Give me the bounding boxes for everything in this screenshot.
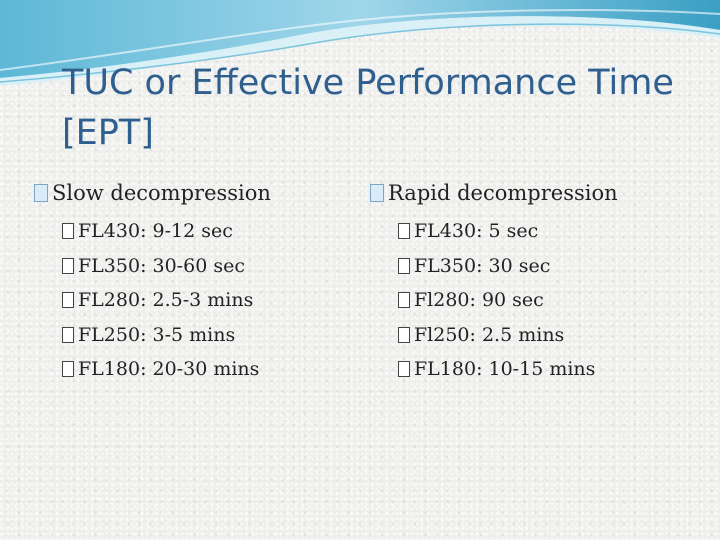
- rapid-decompression-heading: Rapid decompression: [370, 178, 618, 208]
- list-item: Fl250: 2.5 mins: [398, 318, 618, 353]
- bullet-icon: [398, 292, 410, 308]
- bullet-icon: [62, 223, 74, 239]
- list-item: FL180: 20-30 mins: [62, 352, 271, 387]
- rapid-decompression-column: Rapid decompression FL430: 5 sec FL350: …: [370, 178, 618, 387]
- bullet-icon: [398, 361, 410, 377]
- list-item: Fl280: 90 sec: [398, 283, 618, 318]
- slide-title: TUC or Effective Performance Time [EPT]: [62, 63, 674, 153]
- bullet-icon: [62, 257, 74, 274]
- bullet-icon: [34, 184, 48, 202]
- list-item: FL350: 30-60 sec: [62, 249, 271, 284]
- bullet-icon: [62, 292, 74, 308]
- slow-decompression-heading: Slow decompression: [34, 178, 271, 208]
- list-item: FL430: 5 sec: [398, 214, 618, 249]
- bullet-icon: [370, 184, 384, 202]
- list-item: FL250: 3-5 mins: [62, 318, 271, 353]
- slow-decompression-column: Slow decompression FL430: 9-12 sec FL350…: [34, 178, 271, 387]
- header-wave-banner: [0, 0, 720, 87]
- bullet-icon: [398, 257, 410, 274]
- list-item: FL430: 9-12 sec: [62, 214, 271, 249]
- bullet-icon: [62, 326, 74, 343]
- list-item: FL180: 10-15 mins: [398, 352, 618, 387]
- bullet-icon: [398, 326, 410, 343]
- list-item: FL280: 2.5-3 mins: [62, 283, 271, 318]
- list-item: FL350: 30 sec: [398, 249, 618, 284]
- bullet-icon: [62, 361, 74, 377]
- slow-decompression-list: FL430: 9-12 sec FL350: 30-60 sec FL280: …: [34, 214, 271, 387]
- bullet-icon: [398, 223, 410, 239]
- rapid-decompression-list: FL430: 5 sec FL350: 30 sec Fl280: 90 sec…: [370, 214, 618, 387]
